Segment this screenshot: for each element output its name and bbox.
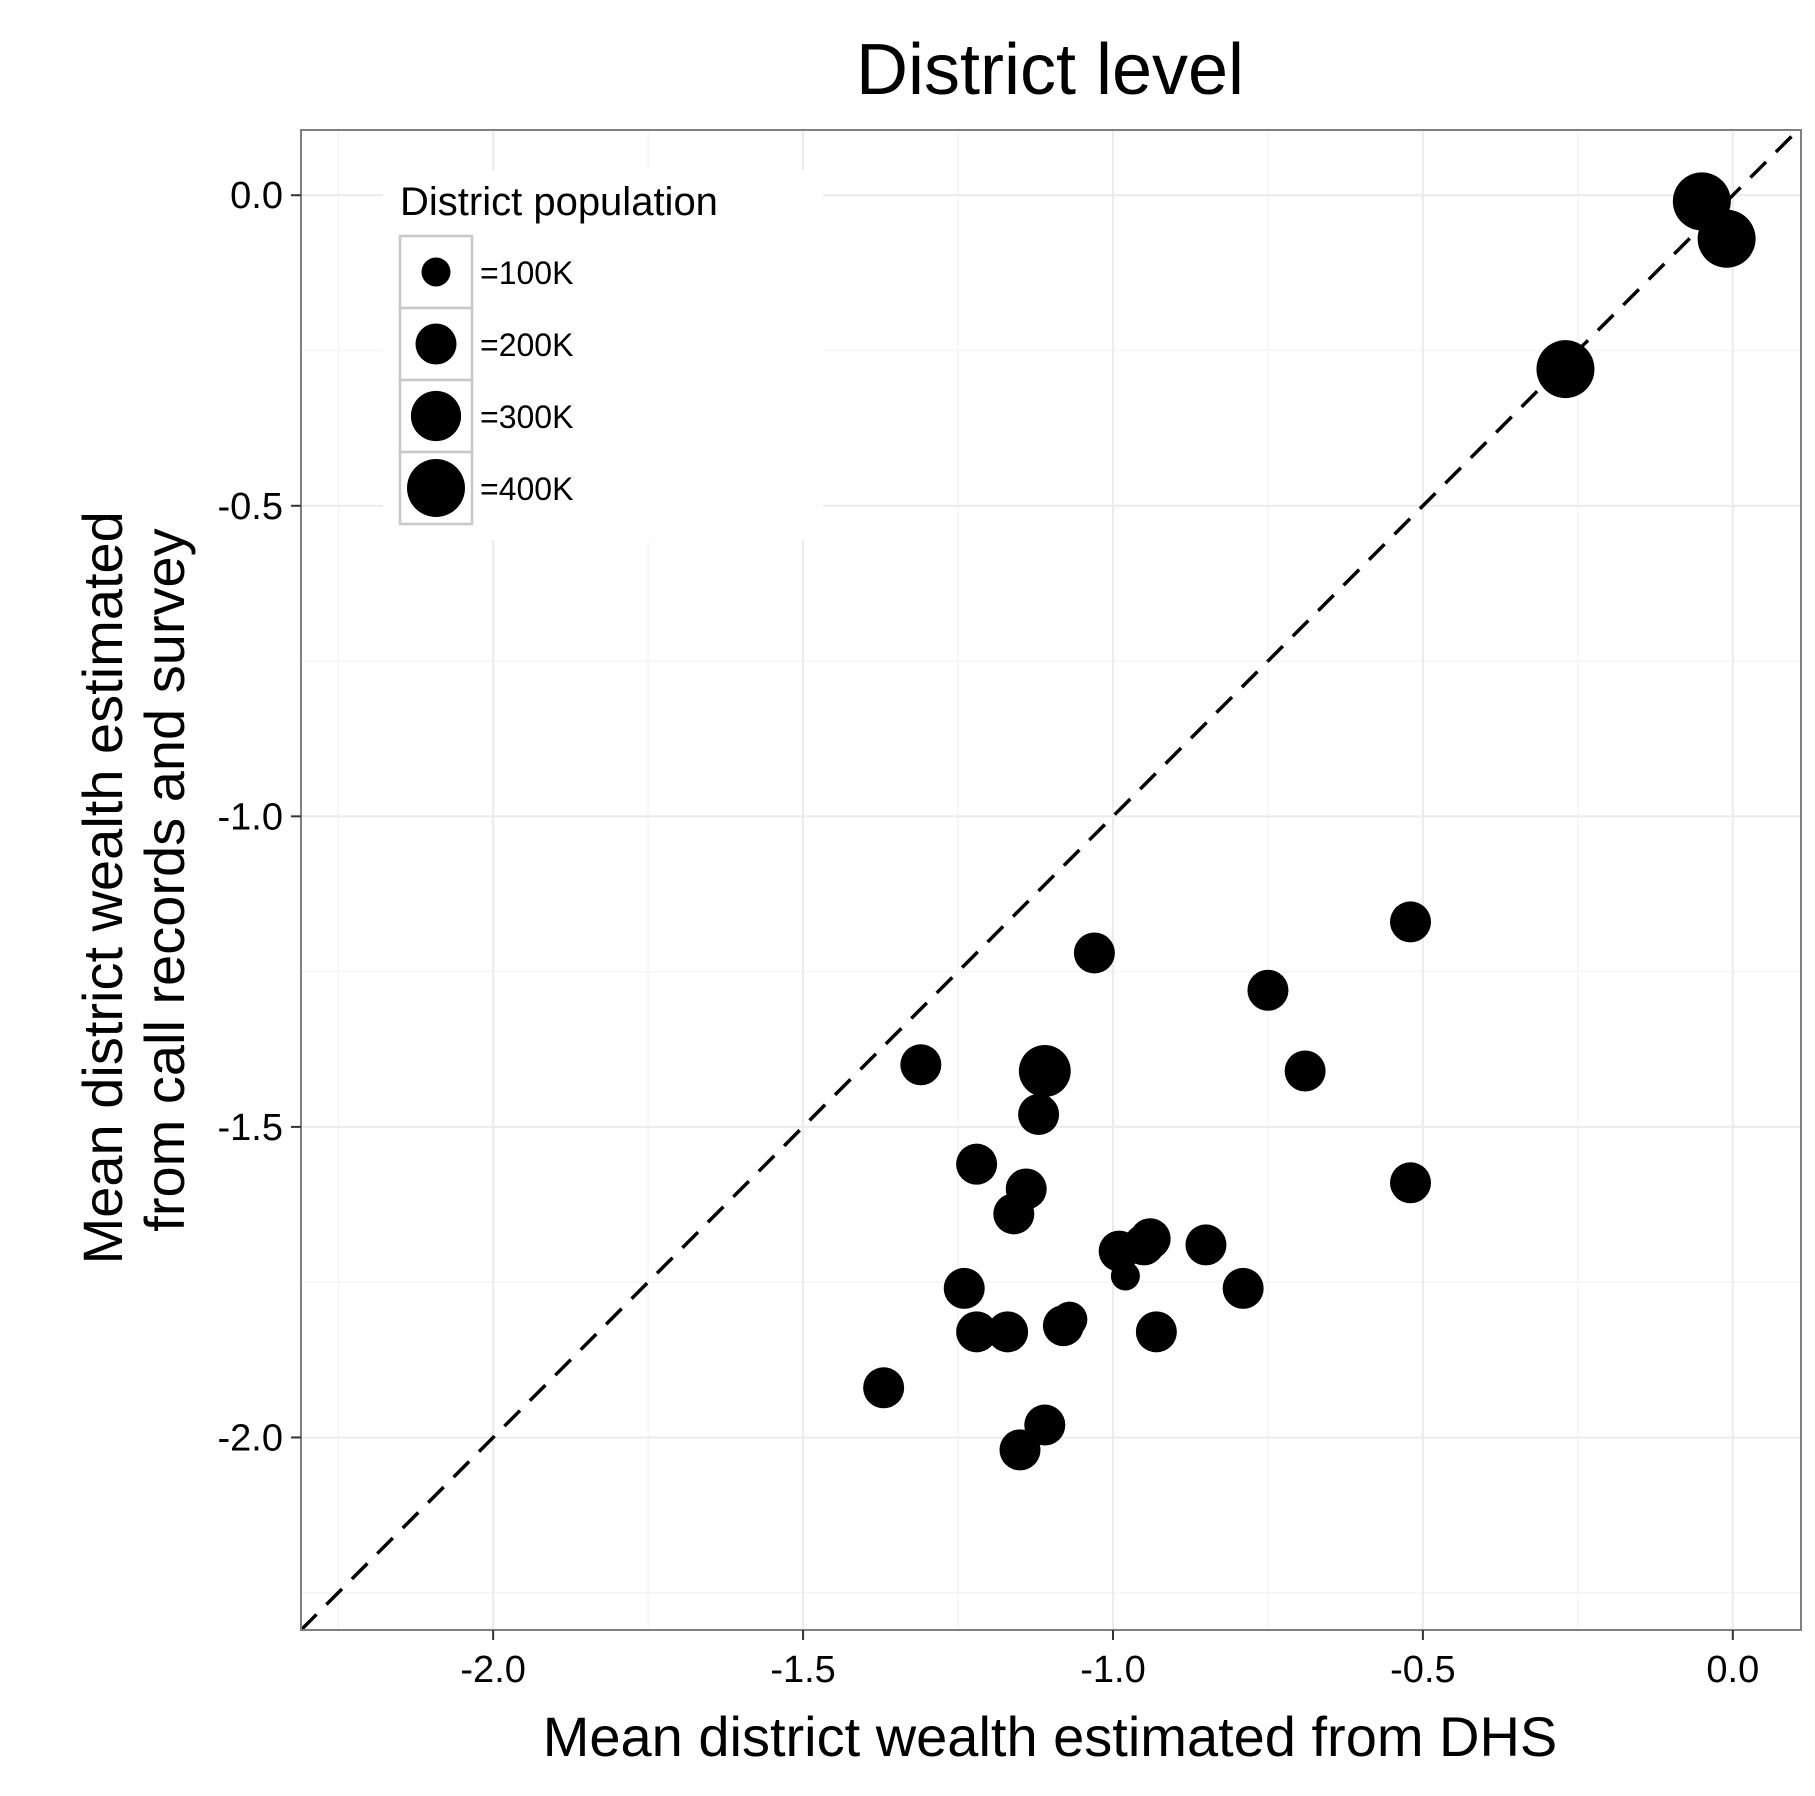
data-point — [1185, 1224, 1227, 1266]
data-point — [956, 1143, 998, 1185]
legend-key-symbol — [407, 459, 465, 517]
data-point — [1284, 1050, 1326, 1092]
data-point — [987, 1311, 1029, 1353]
data-point — [993, 1193, 1035, 1235]
data-point — [1098, 1230, 1140, 1272]
legend-label: =400K — [480, 471, 573, 507]
legend-label: =300K — [480, 399, 573, 435]
x-axis-title: Mean district wealth estimated from DHS — [543, 1705, 1558, 1768]
x-tick-label: -1.5 — [770, 1649, 835, 1691]
legend-label: =200K — [480, 327, 573, 363]
legend-key-symbol — [421, 257, 451, 287]
data-point — [1042, 1305, 1084, 1347]
y-tick-label: 0.0 — [230, 175, 283, 217]
data-point — [943, 1267, 985, 1309]
data-point — [1024, 1404, 1066, 1446]
legend-key-symbol — [415, 323, 457, 365]
y-tick-label: -0.5 — [218, 486, 283, 528]
y-tick-label: -1.5 — [218, 1107, 283, 1149]
data-point — [863, 1367, 905, 1409]
data-point — [1247, 969, 1289, 1011]
data-point — [1697, 209, 1756, 268]
legend-items: =100K =200K =300K =400K — [398, 234, 573, 526]
data-point — [1110, 1261, 1140, 1291]
data-point — [1073, 932, 1115, 974]
y-axis: 0.0 -0.5 -1.0 -1.5 -2.0 — [218, 175, 301, 1459]
legend-title: District population — [400, 180, 718, 224]
data-point — [1135, 1311, 1177, 1353]
x-tick-label: 0.0 — [1706, 1649, 1759, 1691]
y-tick-label: -2.0 — [218, 1417, 283, 1459]
data-points — [863, 172, 1756, 1471]
x-tick-label: -0.5 — [1390, 1649, 1455, 1691]
y-axis-title-line-2: from call records and survey — [133, 528, 196, 1231]
legend-key-symbol — [410, 390, 462, 442]
legend-key-box — [398, 234, 474, 310]
y-axis-title: Mean district wealth estimated from call… — [71, 496, 196, 1265]
x-tick-label: -2.0 — [460, 1649, 525, 1691]
data-point — [1018, 1045, 1071, 1097]
legend: District population =100K =200K =300K =400K — [383, 170, 823, 540]
chart-title: District level — [856, 30, 1244, 110]
data-point — [1222, 1267, 1264, 1309]
panel-border — [300, 129, 1802, 1631]
y-axis-title-line-1: Mean district wealth estimated — [71, 511, 134, 1264]
y-tick-label: -1.0 — [218, 796, 283, 838]
data-point — [999, 1429, 1041, 1471]
data-point — [1536, 340, 1595, 399]
x-axis: -2.0 -1.5 -1.0 -0.5 0.0 — [460, 1630, 1759, 1691]
data-point — [956, 1311, 998, 1353]
data-point — [1018, 1093, 1060, 1135]
data-point — [1389, 1162, 1432, 1204]
data-point — [900, 1044, 942, 1086]
legend-label: =100K — [480, 255, 573, 291]
data-point — [1389, 901, 1432, 943]
x-tick-label: -1.0 — [1080, 1649, 1145, 1691]
